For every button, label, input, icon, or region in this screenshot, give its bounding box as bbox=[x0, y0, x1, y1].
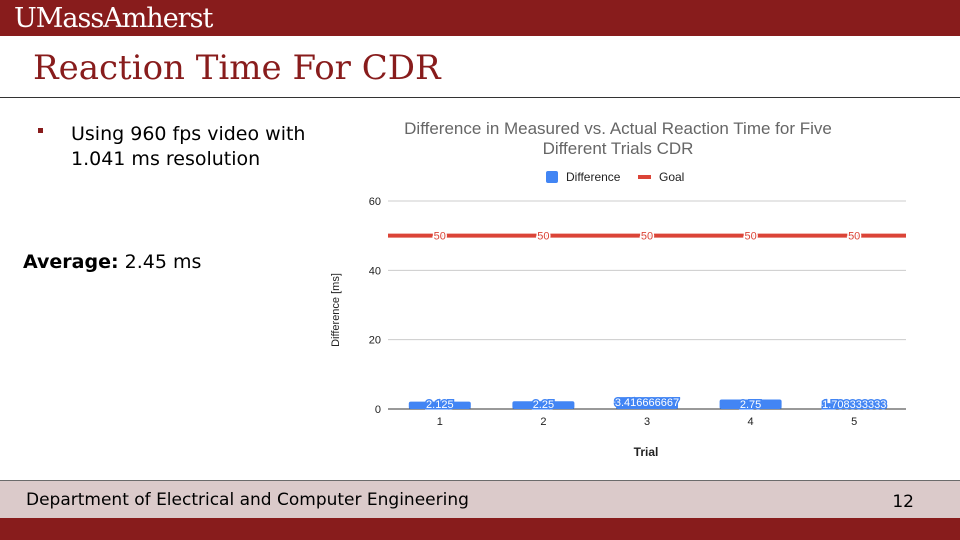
difference-bars: 2.125 2.25 3.416666667 2.75 1.708333333 bbox=[408, 396, 888, 413]
difference-data-label: 3.416666667 bbox=[615, 397, 679, 409]
reaction-time-chart: Difference in Measured vs. Actual Reacti… bbox=[330, 119, 906, 459]
footer-band bbox=[0, 480, 960, 519]
x-tick-label: 3 bbox=[644, 416, 650, 428]
goal-series: 50 50 50 50 50 bbox=[388, 229, 906, 244]
difference-bar bbox=[719, 399, 782, 409]
difference-data-label: 2.75 bbox=[740, 399, 761, 411]
y-tick-label: 40 bbox=[369, 265, 381, 277]
page-number: 12 bbox=[892, 492, 914, 512]
legend-goal-swatch bbox=[638, 175, 651, 179]
difference-data-label: 2.25 bbox=[533, 399, 554, 411]
y-tick-label: 20 bbox=[369, 335, 381, 347]
y-axis-label: Difference [ms] bbox=[330, 273, 342, 347]
x-tick-label: 2 bbox=[540, 416, 546, 428]
legend-difference-label: Difference bbox=[566, 170, 621, 184]
chart-legend: Difference Goal bbox=[546, 170, 684, 184]
difference-data-label: 1.708333333 bbox=[822, 399, 886, 411]
x-tick-labels: 1 2 3 4 5 bbox=[437, 416, 858, 428]
goal-data-label: 50 bbox=[434, 231, 446, 243]
title-divider bbox=[0, 97, 960, 98]
footer-department: Department of Electrical and Computer En… bbox=[26, 490, 469, 510]
goal-data-label: 50 bbox=[848, 231, 860, 243]
x-axis-label: Trial bbox=[634, 445, 659, 459]
legend-difference-swatch bbox=[546, 171, 558, 183]
difference-bar bbox=[408, 401, 471, 409]
difference-bar bbox=[823, 403, 886, 409]
bullet-square-icon bbox=[38, 128, 43, 133]
chart-grid: 0 20 40 60 bbox=[369, 196, 906, 416]
umass-logo: UMassAmherst bbox=[14, 3, 213, 34]
average-value: 2.45 ms bbox=[124, 251, 202, 273]
legend-goal-label: Goal bbox=[659, 170, 684, 184]
bullet-text: Using 960 fps video with 1.041 ms resolu… bbox=[71, 123, 306, 170]
y-tick-label: 60 bbox=[369, 196, 381, 208]
difference-bar bbox=[512, 401, 575, 409]
goal-data-label: 50 bbox=[641, 231, 653, 243]
average-label: Average: bbox=[23, 251, 119, 273]
difference-bar bbox=[616, 397, 678, 409]
slide-title: Reaction Time For CDR bbox=[33, 48, 441, 88]
x-tick-label: 4 bbox=[748, 416, 754, 428]
chart-title-line-1: Difference in Measured vs. Actual Reacti… bbox=[404, 119, 832, 138]
y-tick-label: 0 bbox=[375, 404, 381, 416]
x-tick-label: 5 bbox=[851, 416, 857, 428]
goal-data-label: 50 bbox=[744, 231, 756, 243]
average-line: Average: 2.45 ms bbox=[23, 250, 201, 275]
chart-title-line-2: Different Trials CDR bbox=[543, 139, 694, 158]
x-tick-label: 1 bbox=[437, 416, 443, 428]
difference-data-label: 2.125 bbox=[426, 399, 454, 411]
goal-data-label: 50 bbox=[537, 231, 549, 243]
header-band: UMassAmherst bbox=[0, 0, 960, 36]
bottom-band bbox=[0, 518, 960, 540]
